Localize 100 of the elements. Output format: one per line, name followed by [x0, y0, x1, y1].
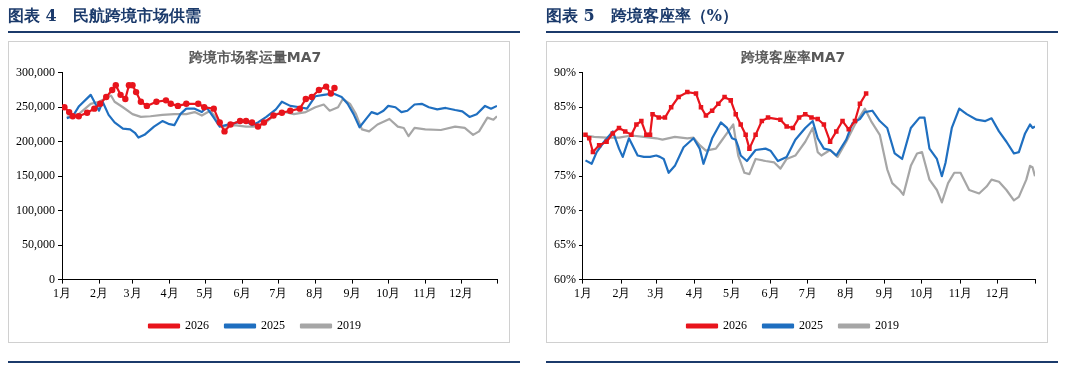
point — [331, 84, 338, 92]
point — [685, 89, 690, 95]
point — [698, 105, 704, 110]
point — [65, 108, 73, 116]
chart-title: 图表 5 跨境客座率（%） — [546, 4, 1058, 33]
x-tick-label: 8月 — [306, 285, 325, 300]
point — [103, 93, 110, 101]
point — [846, 127, 851, 132]
point — [815, 116, 820, 122]
point — [112, 82, 119, 89]
y-tick-label: 70% — [554, 202, 576, 217]
y-tick-label: 75% — [554, 168, 576, 183]
point — [583, 132, 588, 138]
point — [117, 91, 124, 99]
point — [270, 112, 277, 119]
point — [108, 86, 116, 94]
point — [322, 83, 330, 90]
point — [287, 107, 294, 114]
point — [662, 115, 668, 120]
point — [796, 115, 802, 120]
x-tick-label: 1月 — [53, 285, 71, 300]
point — [604, 139, 609, 144]
x-tick-label: 2月 — [612, 285, 631, 300]
point — [656, 115, 662, 120]
point — [242, 117, 250, 125]
point — [753, 132, 758, 138]
y-tick-label: 300,000 — [16, 64, 55, 79]
point — [716, 101, 721, 107]
y-tick-label: 50,000 — [22, 237, 55, 252]
point — [834, 129, 839, 134]
point — [778, 117, 783, 122]
point — [622, 129, 628, 134]
point — [738, 122, 743, 127]
y-tick-label: 65% — [554, 237, 576, 252]
x-tick-label: 5月 — [723, 285, 742, 300]
point — [803, 111, 808, 117]
point — [83, 109, 91, 116]
point — [668, 105, 674, 110]
chart-subtitle: 跨境客座率MA7 — [739, 49, 846, 66]
point — [634, 122, 639, 127]
x-tick-label: 2月 — [90, 285, 109, 300]
point — [743, 132, 748, 138]
x-tick-label: 11月 — [413, 285, 438, 300]
y-tick-label: 90% — [554, 64, 576, 79]
y-tick-label: 250,000 — [16, 99, 55, 114]
point — [260, 119, 268, 126]
legend-label: 2026 — [723, 318, 747, 333]
x-tick-label: 4月 — [685, 285, 704, 300]
point — [75, 113, 82, 120]
x-tick-label: 6月 — [761, 285, 780, 300]
point — [143, 102, 151, 110]
point — [210, 105, 217, 112]
y-tick-label: 0 — [49, 271, 55, 286]
point — [722, 94, 727, 100]
y-tick-label: 60% — [554, 271, 576, 286]
point — [302, 95, 309, 103]
x-tick-label: 4月 — [160, 285, 179, 300]
point — [162, 97, 170, 104]
x-tick-label: 7月 — [798, 285, 817, 300]
point — [122, 95, 129, 103]
x-tick-label: 11月 — [948, 285, 973, 300]
point — [610, 131, 616, 136]
point — [91, 105, 98, 112]
point — [315, 86, 323, 94]
point — [709, 108, 715, 113]
point — [236, 117, 244, 125]
legend-label: 2025 — [261, 318, 285, 333]
point — [129, 82, 136, 89]
point — [97, 100, 104, 108]
y-tick-label: 100,000 — [16, 202, 55, 217]
point — [296, 105, 304, 112]
point — [248, 119, 256, 126]
point — [167, 100, 174, 108]
point — [827, 139, 833, 144]
point — [201, 104, 208, 111]
x-tick-label: 7月 — [269, 285, 288, 300]
legend-label: 2019 — [337, 318, 361, 333]
point — [765, 115, 771, 120]
point — [327, 90, 335, 97]
point — [62, 104, 68, 111]
point — [227, 121, 234, 128]
point — [863, 91, 869, 96]
point — [216, 119, 223, 126]
point — [153, 98, 160, 105]
point — [840, 118, 845, 124]
x-tick-label: 3月 — [647, 285, 666, 300]
chart-subtitle: 跨境市场客运量MA7 — [187, 49, 322, 66]
point — [693, 91, 699, 96]
point — [254, 123, 262, 130]
point — [629, 132, 634, 138]
point — [733, 111, 738, 117]
point — [639, 118, 644, 124]
point — [650, 111, 655, 117]
point — [747, 146, 752, 151]
x-tick-label: 10月 — [376, 285, 401, 300]
point — [137, 98, 145, 105]
point — [728, 98, 734, 103]
point — [183, 100, 190, 108]
legend-label: 2026 — [185, 318, 209, 333]
chart-title: 图表 4 民航跨境市场供需 — [8, 4, 520, 33]
